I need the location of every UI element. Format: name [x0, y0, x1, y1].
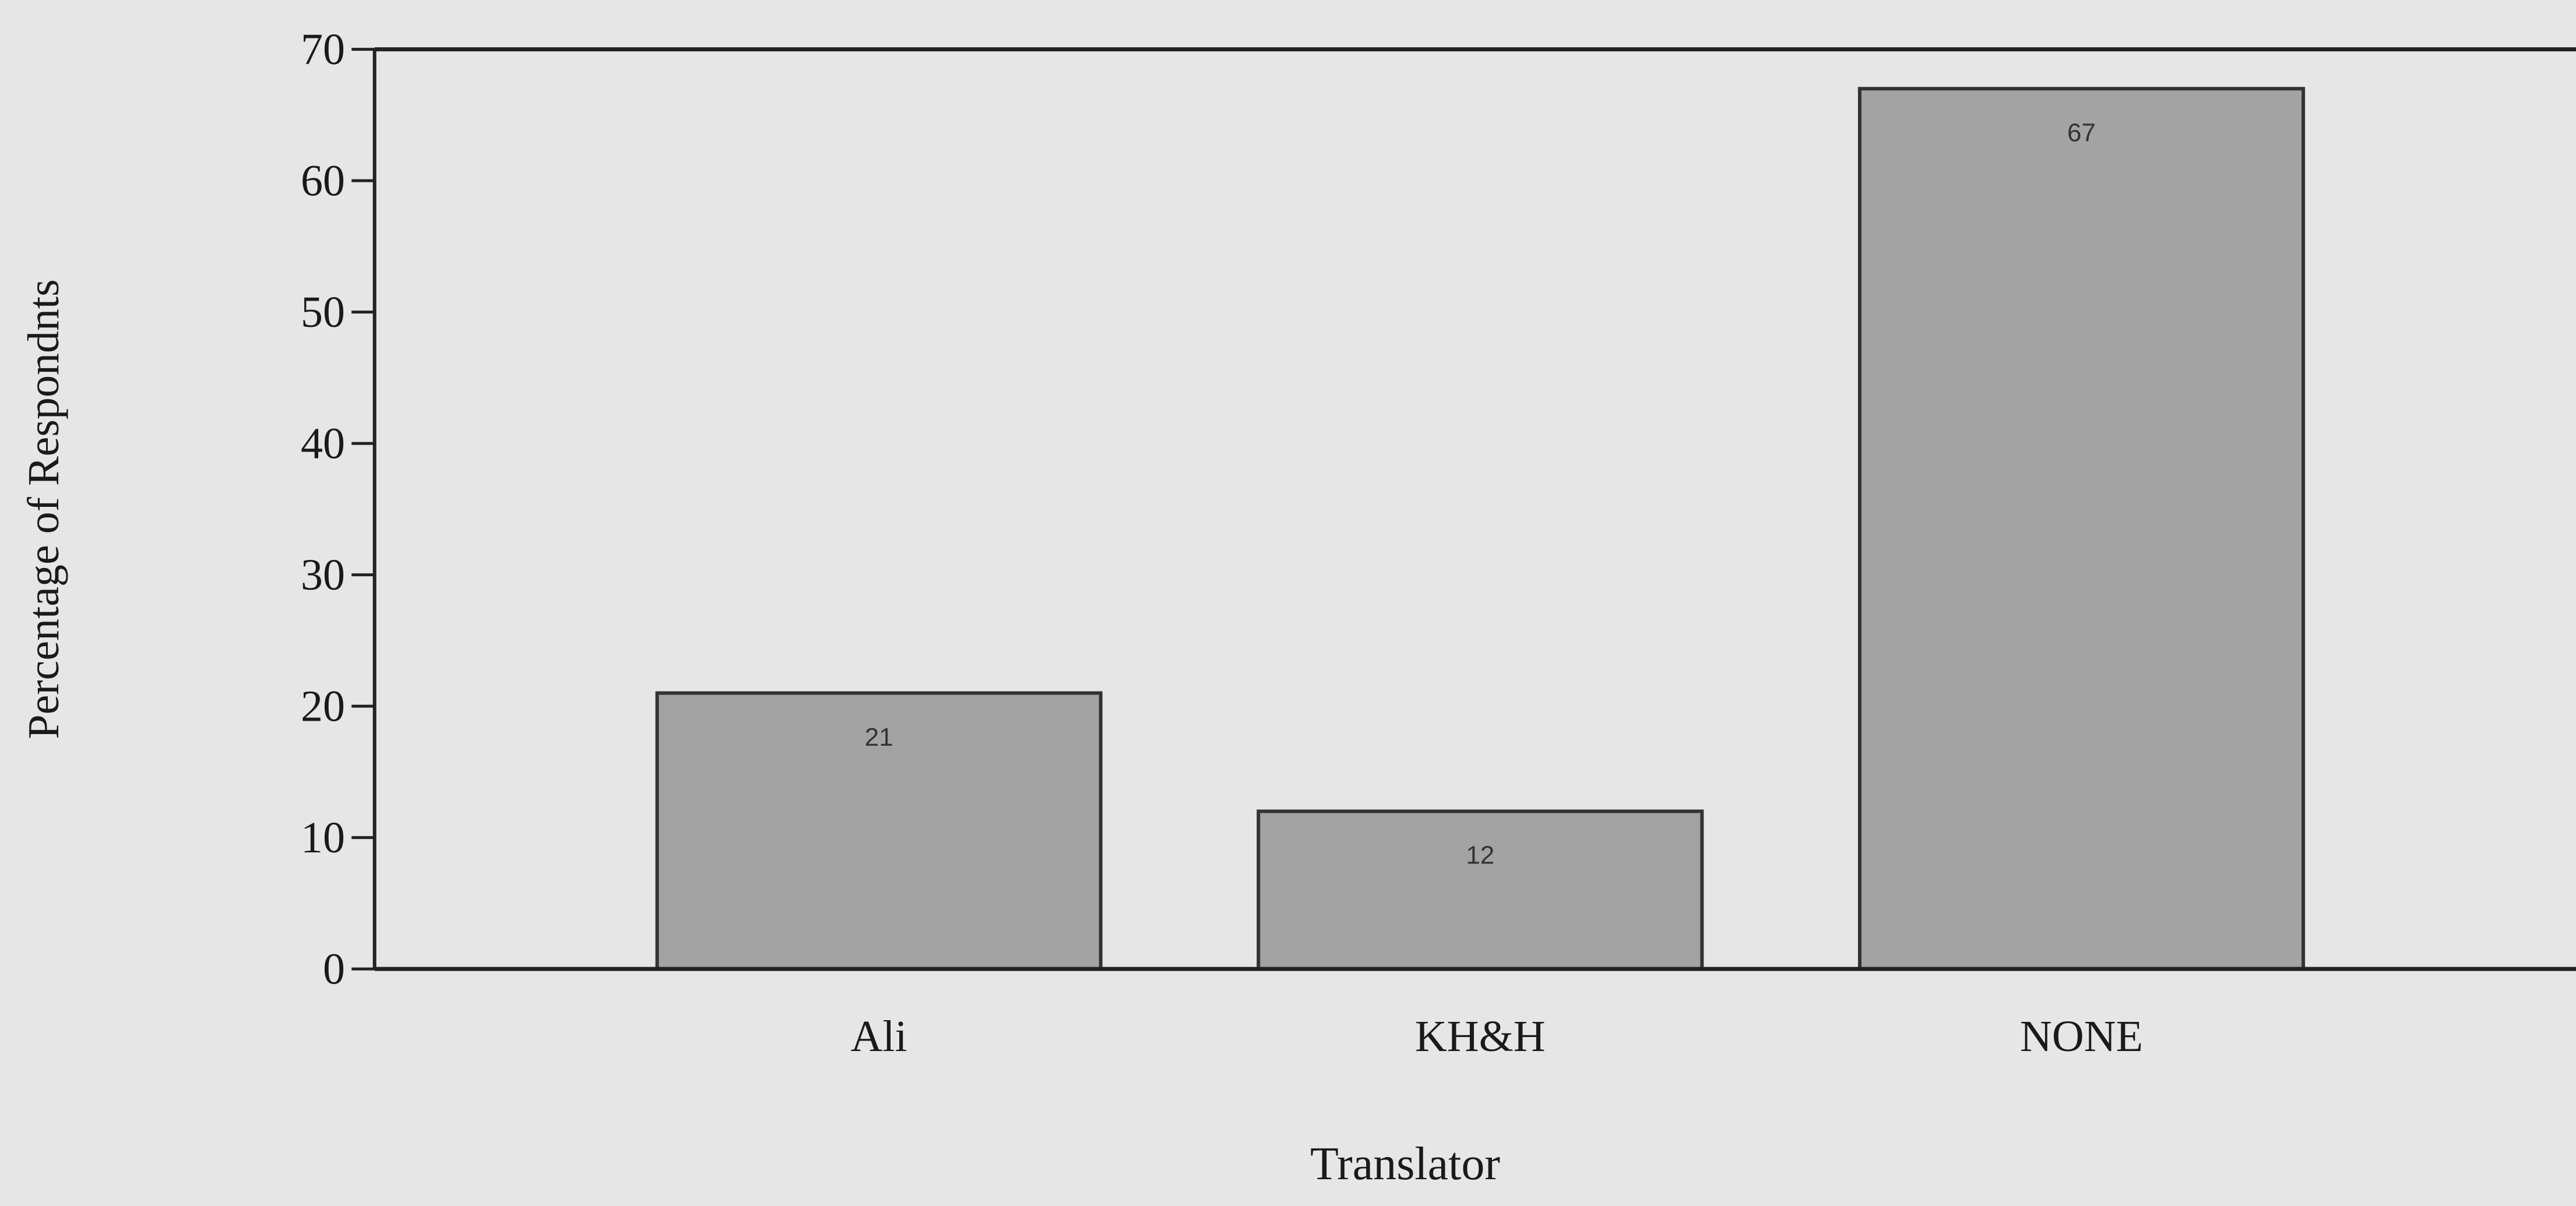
- data-label: 67: [2067, 118, 2096, 147]
- x-tick-label: Ali: [851, 1012, 907, 1061]
- x-tick-label: KH&H: [1415, 1012, 1546, 1061]
- y-tick-label: 40: [301, 419, 345, 468]
- y-tick-label: 10: [301, 813, 345, 862]
- y-tick-label: 0: [323, 945, 345, 994]
- y-tick-label: 60: [301, 156, 345, 205]
- bar: [655, 691, 1103, 971]
- bar: [1857, 87, 2306, 971]
- y-tick-label: 70: [301, 25, 345, 74]
- bar: [1257, 809, 1704, 971]
- x-axis-title: Translator: [1310, 1138, 1500, 1190]
- y-axis-title: Percentage of Respondnts: [19, 279, 68, 739]
- data-label: 12: [1466, 841, 1494, 870]
- y-tick-label: 30: [301, 551, 345, 600]
- data-label: 21: [865, 723, 893, 752]
- y-tick-label: 20: [301, 682, 345, 731]
- y-tick-label: 50: [301, 288, 345, 337]
- x-tick-label: NONE: [2020, 1012, 2143, 1061]
